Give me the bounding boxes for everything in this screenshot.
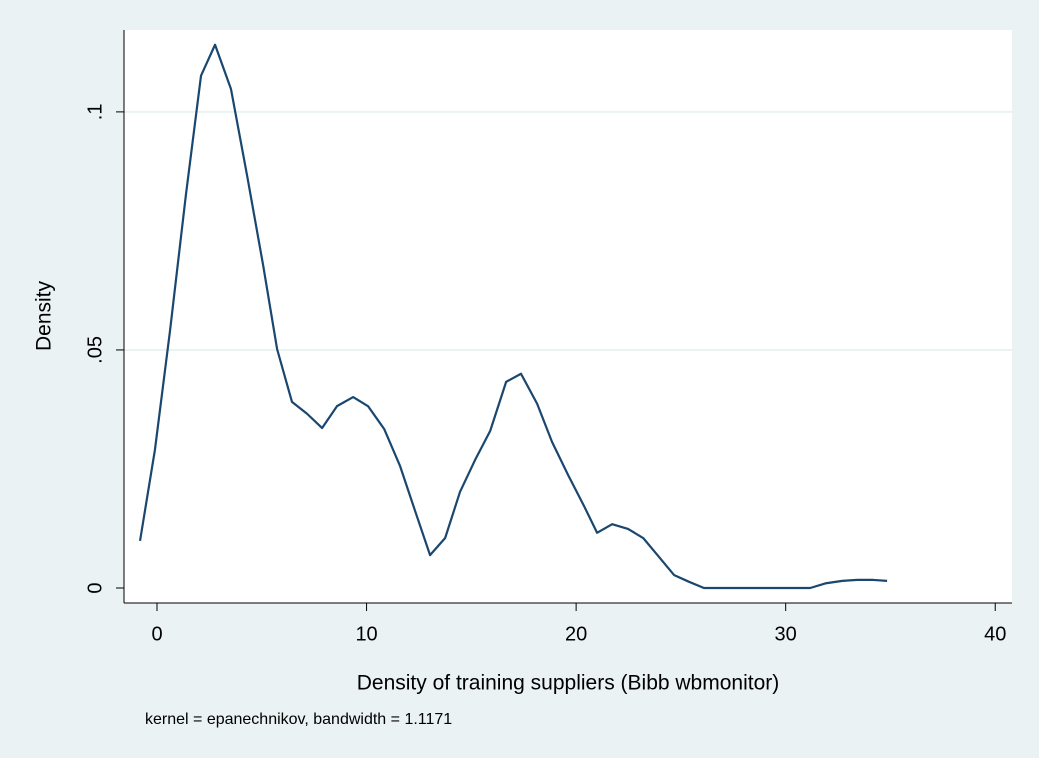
plot-area bbox=[124, 30, 1012, 603]
x-tick-label: 40 bbox=[984, 623, 1006, 645]
x-tick-label: 0 bbox=[151, 623, 162, 645]
y-axis-title: Density bbox=[33, 280, 56, 351]
y-tick-label: .05 bbox=[84, 336, 106, 364]
x-tick-label: 10 bbox=[355, 623, 377, 645]
x-tick-label: 20 bbox=[565, 623, 587, 645]
x-tick-label: 30 bbox=[775, 623, 797, 645]
density-line bbox=[138, 43, 888, 590]
note: kernel = epanechnikov, bandwidth = 1.117… bbox=[145, 711, 452, 728]
x-axis-title: Density of training suppliers (Bibb wbmo… bbox=[357, 672, 780, 695]
y-tick-label: .1 bbox=[84, 104, 106, 121]
y-tick-label: 0 bbox=[84, 582, 106, 593]
